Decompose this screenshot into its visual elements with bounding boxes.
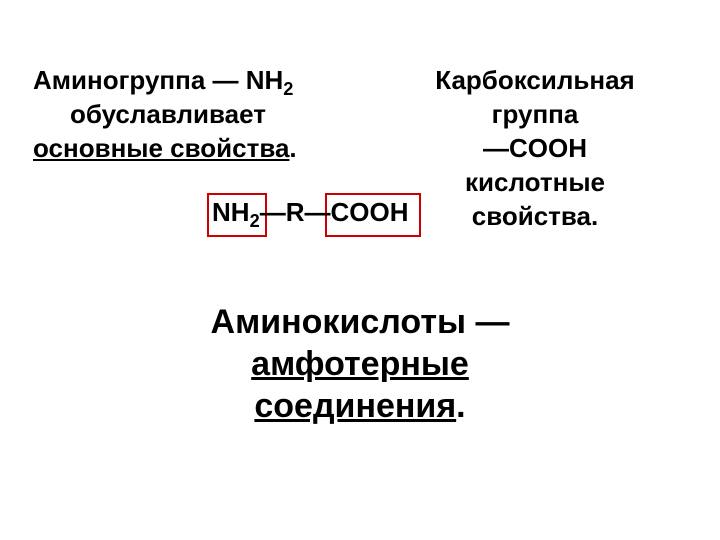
amino-line3-underlined: основные свойства — [33, 133, 289, 163]
amino-nh: NH — [246, 65, 284, 95]
formula-nh: NH — [212, 197, 250, 227]
amino-line1-pre: Аминогруппа — — [33, 65, 246, 95]
formula-r: R — [286, 197, 305, 227]
carboxyl-line4: кислотные — [395, 167, 675, 198]
conclusion-line1: Аминокислоты — — [0, 303, 720, 342]
conclusion-line3-underlined: соединения — [254, 387, 456, 425]
chemistry-slide: Аминогруппа — NH2 обуславливает основные… — [0, 0, 720, 540]
carboxyl-line2: группа — [395, 99, 675, 130]
conclusion-line2: амфотерные — [0, 345, 720, 384]
amino-line1: Аминогруппа — NH2 — [33, 65, 293, 100]
carboxyl-line5: свойства. — [395, 201, 675, 232]
conclusion-line3-suffix: . — [456, 387, 465, 425]
formula-cooh: COOH — [330, 197, 408, 227]
conclusion-line2-underlined: амфотерные — [251, 345, 469, 383]
conclusion-line3: соединения. — [0, 387, 720, 426]
formula-bond1: — — [260, 197, 286, 227]
formula-bond2: — — [304, 197, 330, 227]
carboxyl-line1: Карбоксильная — [395, 65, 675, 96]
formula-nh-sub: 2 — [250, 211, 260, 231]
amino-line3: основные свойства. — [33, 133, 297, 164]
formula: NH2—R—COOH — [212, 197, 408, 232]
amino-nh-sub: 2 — [283, 79, 293, 99]
carboxyl-line3: —COOH — [395, 133, 675, 164]
amino-line2: обуславливает — [70, 99, 266, 130]
amino-line3-suffix: . — [289, 133, 296, 163]
